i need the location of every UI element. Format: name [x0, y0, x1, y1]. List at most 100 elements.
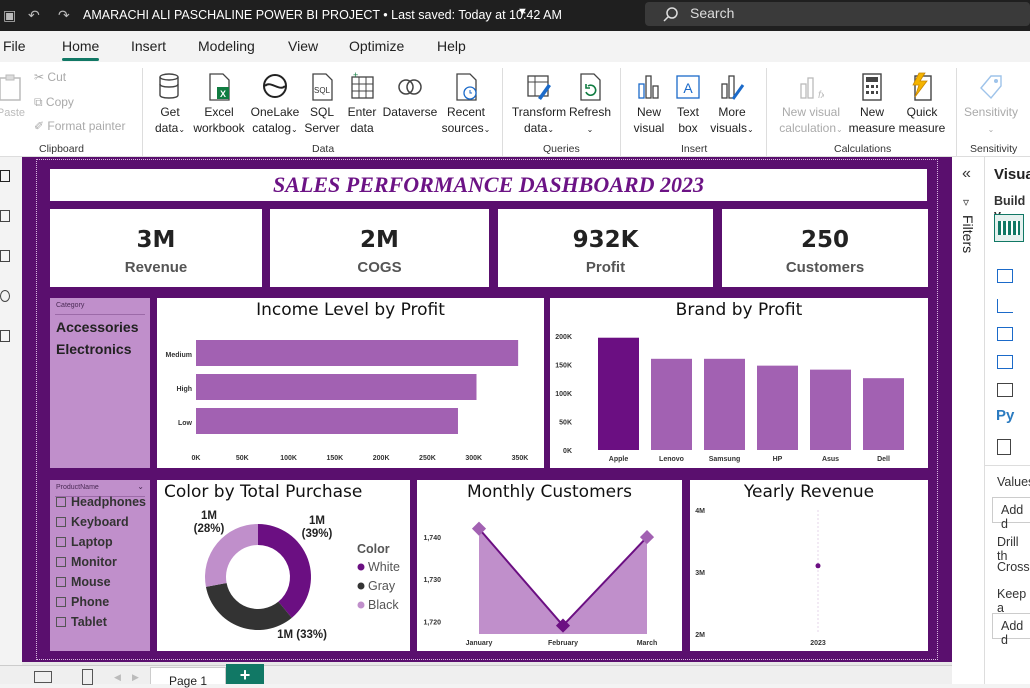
checkbox[interactable] [56, 497, 66, 507]
kpi-card-revenue[interactable]: 3M Revenue [50, 209, 262, 287]
kpi-card-profit[interactable]: 932K Profit [498, 209, 713, 287]
dashboard-title-banner[interactable]: SALES PERFORMANCE DASHBOARD 2023 [50, 169, 927, 201]
model-view-icon[interactable] [0, 250, 10, 262]
mobile-view-icon[interactable] [82, 669, 93, 685]
line-chart-icon[interactable] [997, 299, 1013, 313]
excel-icon: X [209, 73, 230, 101]
tab-view[interactable]: View [288, 38, 319, 54]
dax-query-icon[interactable] [0, 290, 10, 302]
svg-text:X: X [220, 89, 226, 99]
product-slicer[interactable]: ProductName ⌄ Headphones Keyboard Laptop… [50, 480, 150, 651]
data-marker [555, 618, 571, 633]
slicer-chevron-icon[interactable]: ⌄ [137, 482, 144, 491]
more-visuals-button[interactable]: More visuals⌄ [708, 72, 756, 138]
undo-icon[interactable]: ↶ [28, 7, 40, 23]
page-tab[interactable]: Page 1 [150, 667, 226, 688]
next-page-icon[interactable]: ▶ [132, 672, 139, 682]
copy-button[interactable]: ⧉ Copy [34, 95, 74, 110]
new-measure-button[interactable]: New measure [848, 72, 896, 136]
get-data-button[interactable]: Get data⌄ [148, 72, 192, 138]
checkbox[interactable] [56, 577, 66, 587]
category-slicer[interactable]: Category Accessories Electronics [50, 298, 150, 468]
quick-measure-button[interactable]: Quick measure [898, 72, 946, 136]
paginated-icon[interactable] [997, 439, 1011, 455]
onelake-catalog-button[interactable]: OneLake catalog⌄ [248, 72, 302, 138]
chart-title: Monthly Customers [467, 482, 632, 502]
tab-optimize[interactable]: Optimize [349, 38, 405, 54]
add-page-button[interactable]: + [226, 664, 264, 685]
sensitivity-button[interactable]: Sensitivity ⌄ [960, 72, 1022, 138]
format-painter-button[interactable]: ✐ Format painter [34, 119, 125, 133]
sql-server-button[interactable]: SQL SQL Server [302, 72, 342, 136]
brand-profit-chart[interactable]: Brand by Profit 0K 50K 100K 150K 200K Apple Le… [550, 298, 928, 468]
save-icon[interactable]: ▣ [3, 7, 17, 23]
monthly-customers-chart[interactable]: Monthly Customers 1,720 1,730 1,740 January… [417, 480, 682, 651]
new-visual-calculation-button[interactable]: fx New visual calculation⌄ [778, 72, 844, 138]
matrix-icon[interactable] [997, 355, 1013, 369]
stacked-bar-icon[interactable] [997, 269, 1013, 283]
checkbox[interactable] [56, 597, 66, 607]
slicer-item[interactable]: Accessories [56, 319, 139, 335]
slicer-checkbox-item[interactable]: Laptop [56, 535, 113, 549]
tab-file[interactable]: File [3, 38, 26, 54]
yearly-revenue-chart[interactable]: Yearly Revenue 2M 3M 4M 2023 [690, 480, 928, 651]
slicer-item[interactable]: Electronics [56, 341, 132, 357]
python-visual-icon[interactable]: Py [996, 407, 1015, 424]
kpi-card-cogs[interactable]: 2M COGS [270, 209, 489, 287]
data-label: 1M [309, 515, 325, 527]
search-icon [663, 7, 678, 22]
color-purchase-chart[interactable]: Color by Total Purchase 1M (39%) 1M (33%) 1… [157, 480, 410, 651]
cut-button[interactable]: ✂ Cut [34, 70, 66, 84]
add-data-field[interactable]: Add d [992, 497, 1030, 531]
checkbox[interactable] [56, 517, 66, 527]
slicer-checkbox-item[interactable]: Tablet [56, 615, 107, 629]
collapse-icon[interactable]: « [962, 165, 971, 182]
page-view-icon[interactable] [34, 671, 52, 683]
tab-insert[interactable]: Insert [131, 38, 167, 54]
slicer-checkbox-item[interactable]: Monitor [56, 555, 117, 569]
prev-page-icon[interactable]: ◀ [114, 672, 121, 682]
format-painter-label: Format painter [47, 119, 126, 133]
checkbox[interactable] [56, 557, 66, 567]
tab-home[interactable]: Home [62, 38, 100, 54]
kpi-card-customers[interactable]: 250 Customers [722, 209, 928, 287]
kpi-label: Revenue [124, 259, 188, 276]
divider [985, 465, 1030, 466]
slicer-checkbox-item[interactable]: Mouse [56, 575, 111, 589]
legend-title: Color [357, 542, 390, 556]
more-visuals-icon [721, 75, 745, 100]
slicer-checkbox-item[interactable]: Headphones [56, 495, 146, 509]
tab-modeling[interactable]: Modeling [198, 38, 255, 54]
checkbox[interactable] [56, 537, 66, 547]
data-label: 1M (33%) [277, 629, 327, 641]
transform-data-button[interactable]: Transform data⌄ [510, 72, 568, 138]
slicer-checkbox-item[interactable]: Phone [56, 595, 109, 609]
paste-button[interactable]: Paste [0, 72, 26, 121]
card-icon[interactable] [997, 383, 1013, 397]
filters-pane-collapsed[interactable]: « ▿ Filters [952, 157, 985, 684]
slicer-checkbox-item[interactable]: Keyboard [56, 515, 129, 529]
excel-workbook-button[interactable]: X Excel workbook [191, 72, 247, 136]
group-separator [502, 68, 503, 158]
report-view-icon[interactable] [0, 170, 10, 182]
redo-icon[interactable]: ↷ [58, 7, 70, 23]
new-visual-button[interactable]: New visual [630, 72, 668, 136]
search-box[interactable]: Search [645, 2, 1030, 26]
slicer-header: Category [56, 302, 85, 309]
recent-sources-button[interactable]: Recent sources⌄ [438, 72, 494, 138]
transform-icon [527, 75, 551, 100]
combo-chart-icon[interactable] [997, 327, 1013, 341]
text-box-button[interactable]: A Text box [670, 72, 706, 136]
refresh-button[interactable]: Refresh ⌄ [568, 72, 612, 138]
title-chevron-icon[interactable]: ▼ [517, 6, 528, 18]
dataverse-button[interactable]: Dataverse [381, 72, 439, 120]
category-label: Samsung [709, 456, 741, 463]
checkbox[interactable] [56, 617, 66, 627]
tmdl-view-icon[interactable] [0, 330, 10, 342]
add-drill-field[interactable]: Add d [992, 613, 1030, 647]
tab-help[interactable]: Help [437, 38, 466, 54]
build-visual-icon[interactable] [994, 214, 1024, 242]
table-view-icon[interactable] [0, 210, 10, 222]
income-level-chart[interactable]: Income Level by Profit Medium High Low 0K 50… [157, 298, 544, 468]
enter-data-button[interactable]: + Enter data [343, 72, 381, 136]
